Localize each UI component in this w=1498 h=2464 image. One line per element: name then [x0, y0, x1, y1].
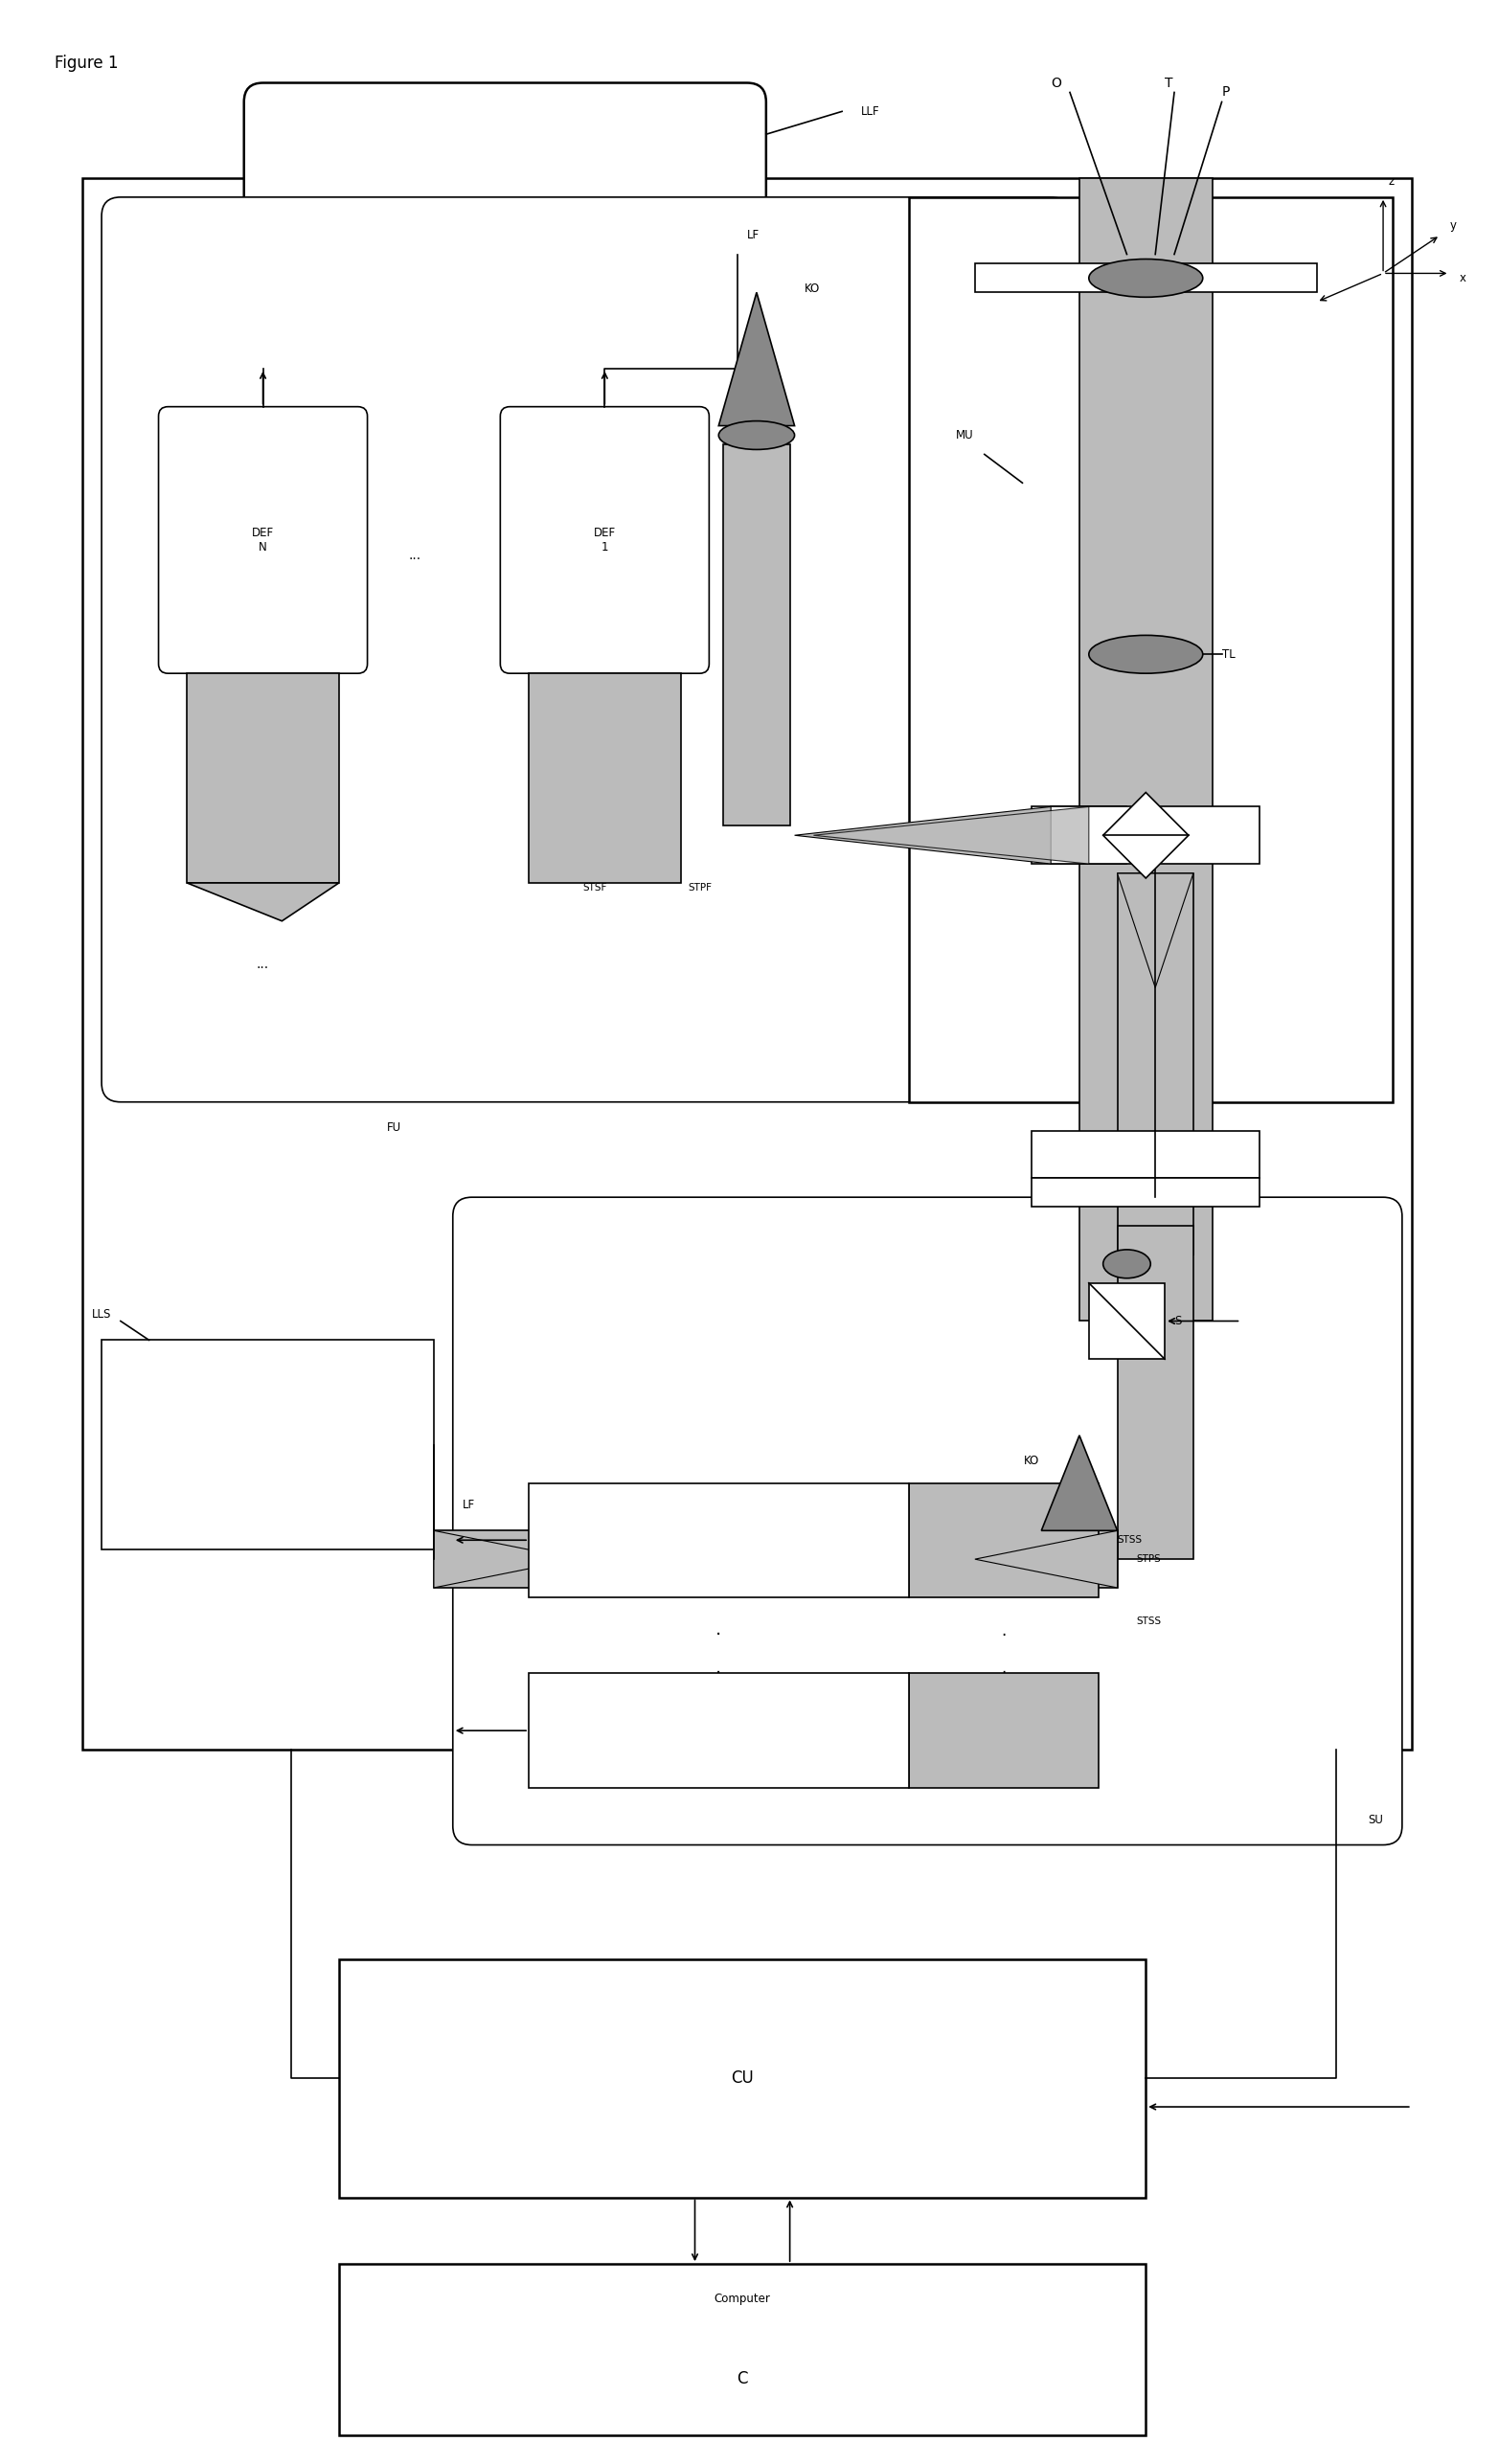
Bar [908, 1673, 1098, 1789]
Text: STPF: STPF [688, 882, 712, 892]
Text: STSF: STSF [583, 882, 607, 892]
Bar [529, 1483, 908, 1597]
Text: LF: LF [748, 229, 759, 241]
Text: O: O [1052, 76, 1061, 89]
Polygon shape [434, 1530, 577, 1587]
Bar [1080, 177, 1212, 1321]
Text: P: P [1222, 86, 1230, 99]
Text: ·: · [716, 1626, 722, 1643]
Text: LLS: LLS [91, 1308, 112, 1321]
Bar [1032, 806, 1260, 865]
Bar [908, 1673, 1098, 1789]
Bar [339, 1959, 1146, 2198]
Text: STPS: STPS [1137, 1555, 1161, 1565]
Text: KO: KO [1025, 1454, 1040, 1466]
Text: FU: FU [386, 1121, 401, 1133]
Text: ·: · [1001, 1666, 1007, 1683]
Bar [1052, 806, 1126, 865]
FancyBboxPatch shape [159, 407, 367, 673]
Polygon shape [187, 882, 339, 922]
Text: x: x [1459, 271, 1465, 283]
Polygon shape [1089, 1284, 1165, 1360]
Bar [529, 1673, 908, 1789]
Polygon shape [1118, 872, 1194, 988]
Bar [724, 446, 789, 825]
Bar [82, 177, 1411, 1749]
Text: y: y [1450, 219, 1456, 232]
Text: TL: TL [1222, 648, 1234, 660]
Bar [434, 1530, 1118, 1587]
Text: BS: BS [1198, 828, 1212, 843]
Bar [187, 673, 339, 882]
Polygon shape [719, 293, 794, 426]
Text: T: T [1165, 76, 1173, 89]
Bar [1118, 872, 1194, 1254]
Bar [434, 1530, 1118, 1587]
Bar [1118, 1225, 1194, 1560]
Bar [1052, 806, 1126, 865]
Polygon shape [1041, 1437, 1118, 1530]
Text: LLF: LLF [861, 106, 879, 118]
Text: Figure 1: Figure 1 [54, 54, 118, 71]
Bar [529, 673, 680, 882]
Text: ·: · [716, 1663, 722, 1683]
Bar [908, 1483, 1098, 1597]
Text: DES N: DES N [701, 1725, 736, 1737]
Text: SU: SU [1368, 1814, 1383, 1826]
Text: Computer: Computer [715, 2292, 770, 2304]
Bar [339, 2264, 1146, 2434]
Text: ···: ··· [256, 961, 270, 976]
Bar [1032, 1178, 1260, 1207]
Text: DEF
N: DEF N [252, 527, 274, 554]
Polygon shape [1103, 793, 1188, 877]
Bar [187, 673, 339, 882]
Bar [1032, 1131, 1260, 1178]
Ellipse shape [1103, 1249, 1150, 1279]
Polygon shape [794, 806, 1052, 865]
Text: ···: ··· [409, 552, 421, 567]
Text: DES 1: DES 1 [701, 1535, 736, 1547]
Text: LF: LF [463, 1498, 475, 1510]
Ellipse shape [1089, 636, 1203, 673]
Bar [529, 673, 680, 882]
Bar [908, 197, 1393, 1101]
Bar [1118, 1225, 1194, 1560]
Bar [1118, 872, 1194, 1254]
Text: MU: MU [956, 429, 974, 441]
Bar [102, 1340, 434, 1550]
FancyBboxPatch shape [452, 1198, 1402, 1846]
Bar [975, 264, 1317, 293]
FancyBboxPatch shape [500, 407, 709, 673]
Text: C: C [737, 2370, 748, 2388]
Text: CU: CU [731, 2070, 753, 2087]
FancyBboxPatch shape [102, 197, 1070, 1101]
Bar [1080, 177, 1212, 1321]
Bar [908, 1483, 1098, 1597]
Text: STSS: STSS [1137, 1616, 1161, 1626]
Text: S: S [1174, 1316, 1182, 1328]
Polygon shape [813, 806, 1089, 865]
Bar [724, 446, 789, 825]
FancyBboxPatch shape [244, 84, 765, 254]
Ellipse shape [719, 421, 794, 448]
Ellipse shape [1089, 259, 1203, 298]
Polygon shape [975, 1530, 1118, 1587]
Text: STSS: STSS [1118, 1535, 1143, 1545]
Text: DEF
1: DEF 1 [593, 527, 616, 554]
Text: KO: KO [804, 283, 819, 296]
Text: ·: · [1001, 1626, 1007, 1643]
Text: z: z [1387, 175, 1393, 187]
